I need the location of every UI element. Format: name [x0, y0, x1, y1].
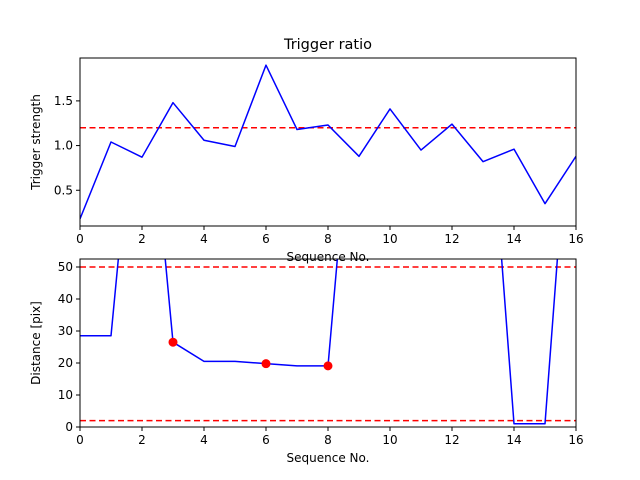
x-tick-label: 10 [382, 433, 397, 447]
x-tick-label: 12 [444, 433, 459, 447]
y-tick-label: 1.5 [54, 94, 73, 108]
series-line [80, 64, 576, 220]
y-tick-label: 40 [58, 292, 73, 306]
x-tick-label: 14 [506, 433, 521, 447]
y-axis-label: Trigger strength [29, 94, 43, 191]
x-tick-label: 16 [568, 232, 583, 246]
x-tick-label: 6 [262, 232, 270, 246]
y-axis-label: Distance [pix] [29, 301, 43, 385]
x-tick-label: 8 [324, 232, 332, 246]
bottom-panel: 0 2 4 6 8 10 12 14 16 0 10 20 30 40 50 Sequence No. Dist… [29, 258, 584, 465]
top-panel: 0 2 4 6 8 10 12 14 16 0.5 1.0 1.5 Sequence No. Trigge… [29, 37, 584, 264]
y-tick-label: 50 [58, 260, 73, 274]
x-tick-label: 14 [506, 232, 521, 246]
y-tick-label: 30 [58, 324, 73, 338]
x-tick-label: 0 [76, 433, 84, 447]
y-tick-label: 0.5 [54, 183, 73, 197]
x-axis-label: Sequence No. [287, 451, 370, 465]
x-tick-label: 4 [200, 433, 208, 447]
x-tick-label: 10 [382, 232, 397, 246]
plot-area [80, 259, 576, 425]
data-point-marker [261, 359, 271, 369]
y-tick-label: 20 [58, 356, 73, 370]
chart-title: Trigger ratio [283, 37, 372, 53]
x-tick-label: 16 [568, 433, 583, 447]
y-tick-label: 1.0 [54, 139, 73, 153]
x-tick-label: 8 [324, 433, 332, 447]
data-point-marker [323, 361, 333, 371]
x-tick-label: 2 [138, 433, 146, 447]
plot-area [80, 64, 576, 220]
y-tick-label: 10 [58, 388, 73, 402]
x-tick-label: 6 [262, 433, 270, 447]
data-point-marker [168, 337, 178, 347]
x-tick-label: 0 [76, 232, 84, 246]
x-tick-label: 2 [138, 232, 146, 246]
x-axis-label: Sequence No. [287, 250, 370, 264]
x-tick-label: 12 [444, 232, 459, 246]
y-tick-label: 0 [65, 420, 73, 434]
x-tick-label: 4 [200, 232, 208, 246]
